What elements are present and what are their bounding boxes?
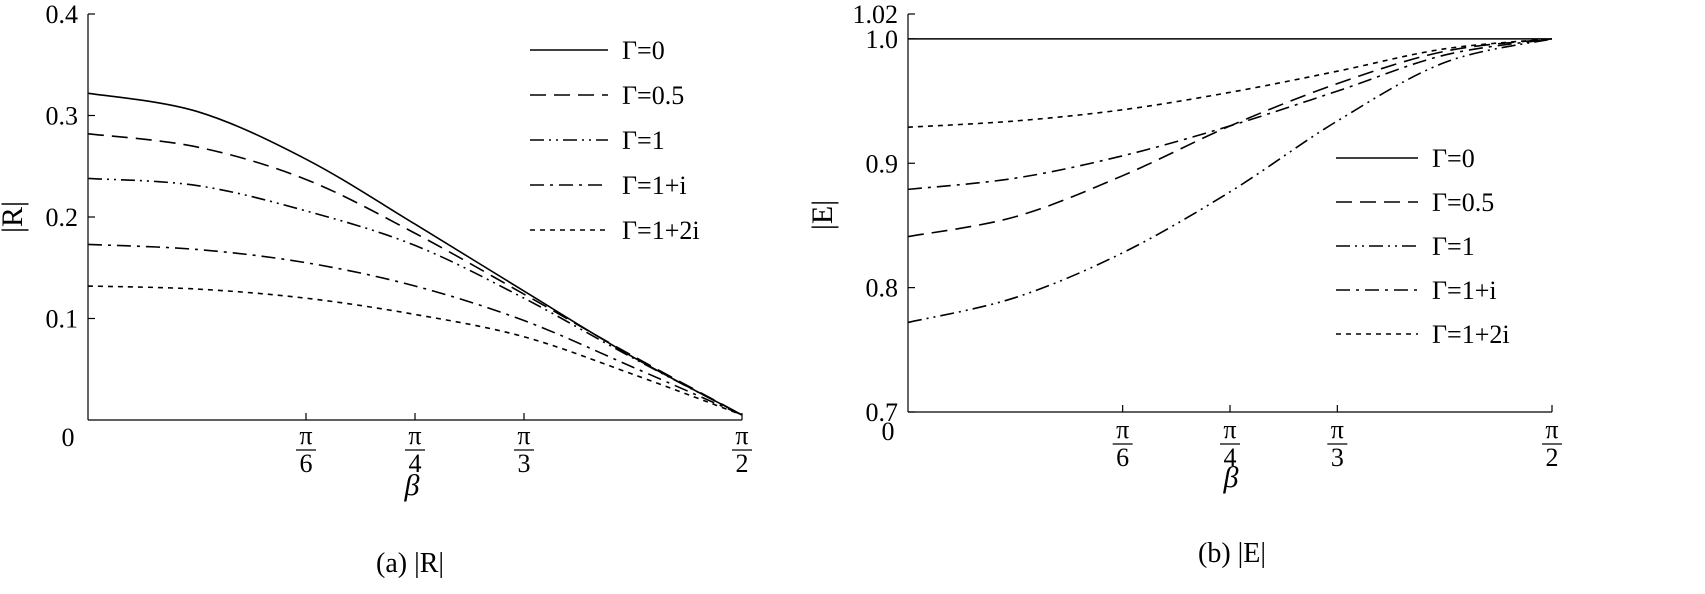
legend-label: Γ=1+i xyxy=(1432,276,1497,305)
series-line xyxy=(87,285,743,416)
x-axis-label: β xyxy=(1223,461,1239,494)
legend-label: Γ=1+2i xyxy=(622,216,700,245)
x-tick-label-denominator: 3 xyxy=(518,449,531,478)
x-tick-label-denominator: 2 xyxy=(736,449,749,478)
x-tick-label-numerator: π xyxy=(1545,415,1558,444)
legend-label: Γ=0 xyxy=(622,36,665,65)
legend-label: Γ=1+i xyxy=(622,171,687,200)
x-tick-label-numerator: π xyxy=(408,421,421,450)
chart-panel-a: 0.10.20.30.40 π6π4π3π2β|R|Γ=0Γ=0.5Γ=1Γ=1+… xyxy=(0,0,752,579)
y-axis-label: |R| xyxy=(0,201,29,233)
x-tick-label-denominator: 6 xyxy=(1116,443,1129,472)
legend-label: Γ=0.5 xyxy=(622,81,684,110)
legend-label: Γ=0.5 xyxy=(1432,188,1494,217)
series-line xyxy=(87,132,743,416)
series-line xyxy=(907,38,1553,128)
chart-caption: (a) |R| xyxy=(376,548,444,579)
y-tick-label: 0.3 xyxy=(46,102,79,131)
series-line xyxy=(907,38,1553,324)
x-tick-label-numerator: π xyxy=(735,421,748,450)
legend-label: Γ=1 xyxy=(622,126,665,155)
x-tick-label-denominator: 6 xyxy=(300,449,313,478)
x-tick-label-denominator: 4 xyxy=(409,449,422,478)
series-line xyxy=(87,177,743,416)
series-line xyxy=(87,92,743,416)
chart-caption: (b) |E| xyxy=(1198,538,1266,569)
x-tick-label-numerator: π xyxy=(1116,415,1129,444)
x-tick-label-numerator: π xyxy=(1223,415,1236,444)
series-line xyxy=(87,243,743,416)
y-axis-label: |E| xyxy=(806,200,839,230)
y-tick-label: 0.1 xyxy=(46,305,79,334)
legend-label: Γ=0 xyxy=(1432,144,1475,173)
x-tick-label: 0 xyxy=(882,417,895,446)
y-tick-label: 1.0 xyxy=(866,25,899,54)
x-axis-label: β xyxy=(404,469,420,502)
x-tick-label-numerator: π xyxy=(517,421,530,450)
x-tick-label-numerator: π xyxy=(299,421,312,450)
x-tick-label-denominator: 4 xyxy=(1224,443,1237,472)
y-tick-label: 0.4 xyxy=(46,0,79,29)
chart-panel-b: 0.70.80.91.01.020 π6π4π3π2β|E|Γ=0Γ=0.5Γ=1… xyxy=(806,0,1562,569)
legend-label: Γ=1+2i xyxy=(1432,320,1510,349)
x-tick-label-denominator: 2 xyxy=(1546,443,1559,472)
x-tick-label-denominator: 3 xyxy=(1331,443,1344,472)
y-tick-label: 0.9 xyxy=(866,149,899,178)
y-tick-label: 0.8 xyxy=(866,274,899,303)
y-tick-label: 1.02 xyxy=(853,0,899,29)
y-tick-label: 0.7 xyxy=(866,398,899,427)
x-tick-label-numerator: π xyxy=(1331,415,1344,444)
x-tick-label: 0 xyxy=(62,423,75,452)
legend-label: Γ=1 xyxy=(1432,232,1475,261)
y-tick-label: 0.2 xyxy=(46,203,79,232)
series-line xyxy=(907,38,1553,191)
